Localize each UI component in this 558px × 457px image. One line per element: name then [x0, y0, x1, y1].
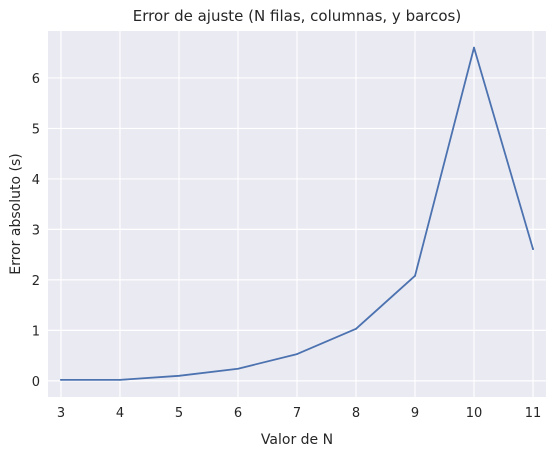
y-tick-label: 2 — [32, 274, 40, 289]
y-tick-label: 4 — [32, 173, 40, 188]
y-tick-label: 3 — [32, 223, 40, 238]
data-point — [414, 274, 416, 277]
data-point — [296, 353, 298, 355]
data-point — [355, 327, 357, 330]
y-tick-labels: 0 1 2 3 4 5 6 — [32, 72, 40, 390]
x-tick-label: 8 — [352, 406, 360, 421]
x-tick-label: 11 — [525, 406, 542, 421]
data-point — [532, 248, 534, 250]
x-tick-label: 4 — [116, 406, 124, 421]
data-point — [119, 378, 121, 381]
data-point — [237, 367, 239, 370]
grid — [48, 31, 546, 397]
x-tick-label: 7 — [293, 406, 301, 421]
x-tick-label: 10 — [466, 406, 483, 421]
data-point — [60, 378, 62, 381]
chart-title: Error de ajuste (N filas, columnas, y ba… — [133, 7, 461, 25]
x-axis-label: Valor de N — [261, 432, 333, 448]
series-group — [60, 46, 534, 381]
x-tick-label: 6 — [234, 406, 242, 421]
data-point — [473, 46, 475, 49]
y-tick-label: 5 — [32, 122, 40, 137]
x-tick-label: 9 — [411, 406, 419, 421]
x-tick-label: 3 — [57, 406, 65, 421]
x-tick-label: 5 — [175, 406, 183, 421]
y-axis-label: Error absoluto (s) — [8, 153, 24, 274]
y-tick-label: 6 — [32, 72, 40, 87]
y-tick-label: 0 — [32, 375, 40, 390]
x-tick-labels: 3 4 5 6 7 8 9 10 11 — [57, 406, 541, 421]
data-point — [178, 374, 180, 377]
y-tick-label: 1 — [32, 324, 40, 339]
